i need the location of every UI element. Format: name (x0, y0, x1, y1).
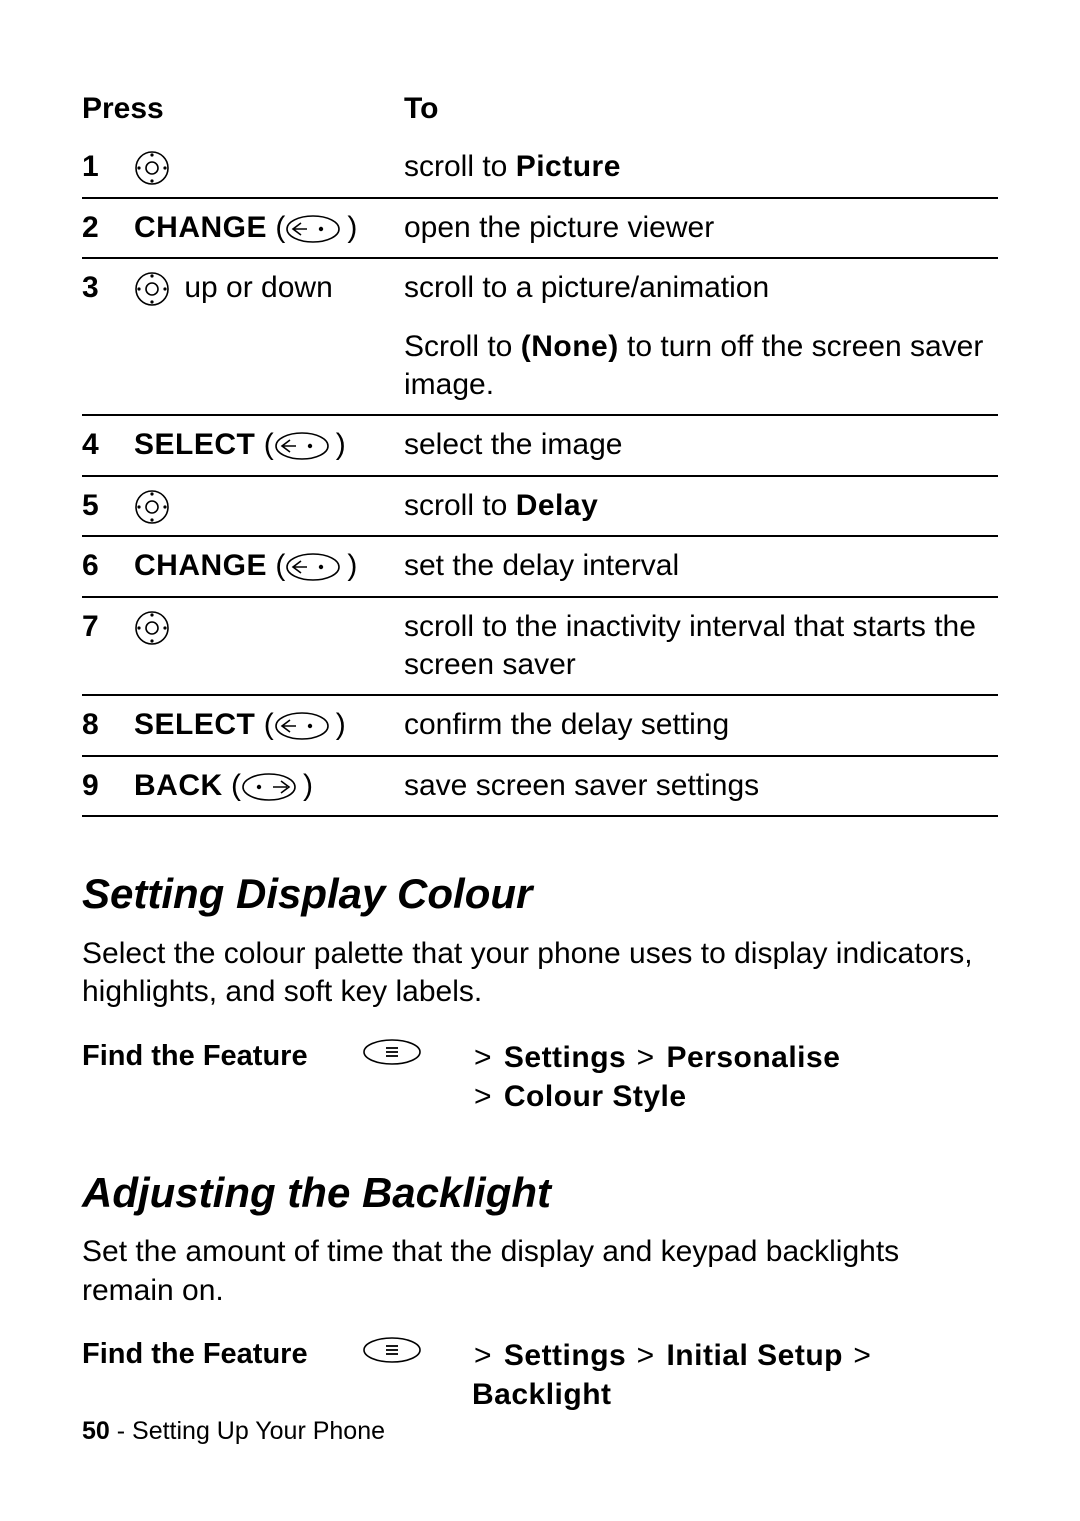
nav-key-icon (134, 489, 170, 525)
soft-key-right-icon (274, 711, 330, 741)
section-heading: Setting Display Colour (82, 867, 998, 921)
nav-key-icon (134, 610, 170, 646)
press-cell (134, 138, 404, 197)
find-feature-label: Find the Feature (82, 1038, 362, 1075)
menu-path: > Settings > Initial Setup > Backlight (472, 1336, 998, 1414)
table-row: 8 SELECT ( ) confirm the delay setting (82, 695, 998, 755)
section-heading: Adjusting the Backlight (82, 1166, 998, 1220)
menu-key-icon (362, 1336, 472, 1364)
to-cell: scroll to Delay (404, 476, 998, 536)
press-cell: SELECT ( ) (134, 695, 404, 755)
to-cell: Scroll to (None) to turn off the screen … (404, 318, 998, 416)
to-cell: scroll to a picture/animation (404, 258, 998, 317)
header-to: To (404, 80, 998, 138)
step-number: 5 (82, 476, 134, 536)
table-row: 7 scroll to the inactivity interval that… (82, 597, 998, 696)
header-press: Press (82, 80, 404, 138)
instruction-table: Press To 1 scroll to Picture 2 CHANGE ( … (82, 80, 998, 817)
table-row: 4 SELECT ( ) select the image (82, 415, 998, 475)
to-cell: save screen saver settings (404, 756, 998, 816)
table-row: 3 up or down scroll to a picture/animati… (82, 258, 998, 317)
footer-title: Setting Up Your Phone (132, 1417, 385, 1445)
page-footer: 50 - Setting Up Your Phone (82, 1415, 385, 1447)
find-feature-row: Find the Feature > Settings > Personalis… (82, 1038, 998, 1116)
to-cell: select the image (404, 415, 998, 475)
table-header: Press To (82, 80, 998, 138)
nav-key-icon (134, 150, 170, 186)
press-cell: CHANGE ( ) (134, 198, 404, 258)
page-number: 50 (82, 1417, 110, 1445)
to-cell: set the delay interval (404, 536, 998, 596)
soft-key-left-icon (241, 772, 297, 802)
to-cell: confirm the delay setting (404, 695, 998, 755)
nav-key-icon (134, 271, 170, 307)
step-number: 6 (82, 536, 134, 596)
to-cell: open the picture viewer (404, 198, 998, 258)
step-number: 8 (82, 695, 134, 755)
to-cell: scroll to the inactivity interval that s… (404, 597, 998, 696)
find-feature-label: Find the Feature (82, 1336, 362, 1373)
step-number: 9 (82, 756, 134, 816)
soft-key-right-icon (285, 214, 341, 244)
step-number: 4 (82, 415, 134, 475)
section-paragraph: Set the amount of time that the display … (82, 1233, 998, 1310)
press-cell: BACK ( ) (134, 756, 404, 816)
table-row: 2 CHANGE ( ) open the picture viewer (82, 198, 998, 258)
table-row: 5 scroll to Delay (82, 476, 998, 536)
table-row: 9 BACK ( ) save screen saver settings (82, 756, 998, 816)
manual-page: Press To 1 scroll to Picture 2 CHANGE ( … (0, 0, 1080, 1521)
to-cell: scroll to Picture (404, 138, 998, 197)
soft-key-right-icon (285, 552, 341, 582)
section-paragraph: Select the colour palette that your phon… (82, 935, 998, 1012)
table-row: Scroll to (None) to turn off the screen … (82, 318, 998, 416)
table-row: 1 scroll to Picture (82, 138, 998, 197)
press-cell: SELECT ( ) (134, 415, 404, 475)
menu-path: > Settings > Personalise > Colour Style (472, 1038, 998, 1116)
step-number: 2 (82, 198, 134, 258)
press-cell: CHANGE ( ) (134, 536, 404, 596)
table-row: 6 CHANGE ( ) set the delay interval (82, 536, 998, 596)
menu-key-icon (362, 1038, 472, 1066)
press-cell (134, 597, 404, 696)
soft-key-right-icon (274, 431, 330, 461)
step-number: 7 (82, 597, 134, 696)
step-number: 3 (82, 258, 134, 317)
find-feature-row: Find the Feature > Settings > Initial Se… (82, 1336, 998, 1414)
press-cell (134, 476, 404, 536)
step-number: 1 (82, 138, 134, 197)
press-cell: up or down (134, 258, 404, 317)
